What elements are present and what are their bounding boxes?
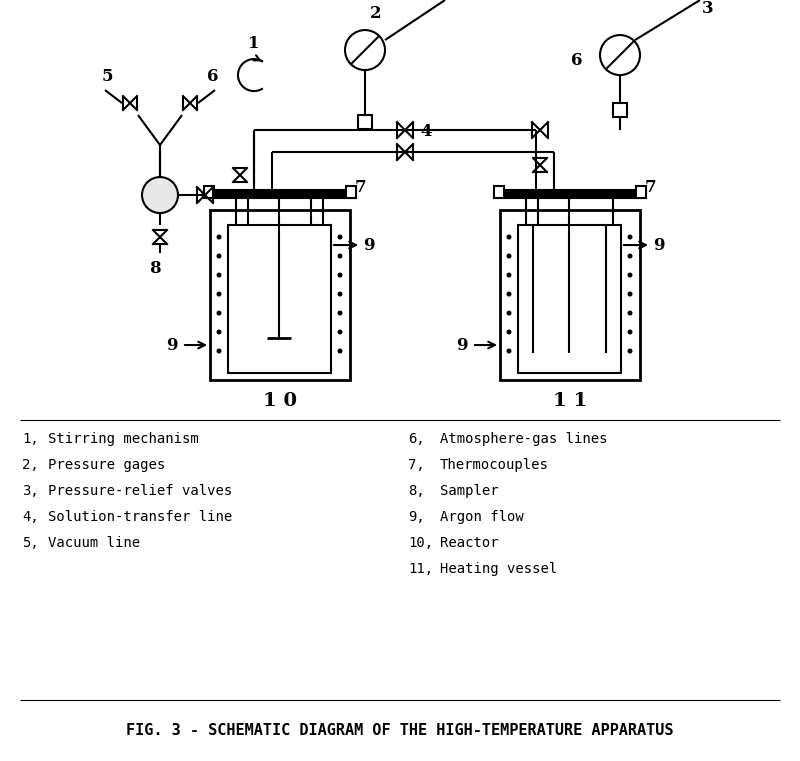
Circle shape [217, 291, 222, 297]
Text: 5: 5 [102, 68, 113, 85]
Circle shape [217, 272, 222, 278]
Text: 9: 9 [457, 336, 468, 354]
Text: Atmosphere-gas lines: Atmosphere-gas lines [440, 432, 607, 446]
Circle shape [338, 310, 342, 316]
Text: 1 0: 1 0 [263, 392, 297, 410]
Text: 9: 9 [363, 237, 374, 253]
Text: 6,: 6, [408, 432, 425, 446]
Text: Sampler: Sampler [440, 484, 498, 498]
Circle shape [338, 330, 342, 335]
Text: Reactor: Reactor [440, 536, 498, 550]
Text: 6: 6 [207, 68, 218, 85]
Text: 1,: 1, [22, 432, 38, 446]
Text: 9: 9 [166, 336, 178, 354]
Circle shape [142, 177, 178, 213]
Bar [613, 103, 627, 117]
Text: Heating vessel: Heating vessel [440, 562, 558, 576]
Text: 6: 6 [570, 52, 582, 68]
Text: 9,: 9, [408, 510, 425, 524]
Circle shape [506, 349, 511, 354]
Circle shape [627, 234, 633, 240]
Bar [204, 190, 356, 198]
Circle shape [338, 272, 342, 278]
Circle shape [506, 330, 511, 335]
Circle shape [627, 291, 633, 297]
Text: Pressure-relief valves: Pressure-relief valves [48, 484, 232, 498]
Text: 10,: 10, [408, 536, 433, 550]
Bar [636, 186, 646, 198]
Text: 8,: 8, [408, 484, 425, 498]
Text: 1: 1 [248, 35, 260, 52]
Bar [518, 225, 621, 373]
Circle shape [506, 272, 511, 278]
Circle shape [338, 253, 342, 259]
Circle shape [627, 272, 633, 278]
Bar [500, 210, 640, 380]
Text: Vacuum line: Vacuum line [48, 536, 140, 550]
Circle shape [627, 253, 633, 259]
Bar [204, 186, 214, 198]
Text: Argon flow: Argon flow [440, 510, 524, 524]
Bar [494, 186, 504, 198]
Circle shape [217, 330, 222, 335]
Circle shape [217, 310, 222, 316]
Text: 5,: 5, [22, 536, 38, 550]
Circle shape [338, 234, 342, 240]
Text: Solution-transfer line: Solution-transfer line [48, 510, 232, 524]
Circle shape [506, 253, 511, 259]
Text: 7: 7 [645, 179, 657, 196]
Circle shape [600, 35, 640, 75]
Text: 7,: 7, [408, 458, 425, 472]
Bar [494, 190, 646, 198]
Text: Thermocouples: Thermocouples [440, 458, 549, 472]
Circle shape [506, 310, 511, 316]
Circle shape [217, 234, 222, 240]
Bar [210, 210, 350, 380]
Circle shape [338, 291, 342, 297]
Text: FIG. 3 - SCHEMATIC DIAGRAM OF THE HIGH-TEMPERATURE APPARATUS: FIG. 3 - SCHEMATIC DIAGRAM OF THE HIGH-T… [126, 722, 674, 737]
Circle shape [627, 330, 633, 335]
Text: 4,: 4, [22, 510, 38, 524]
Text: 1 1: 1 1 [553, 392, 587, 410]
Circle shape [627, 349, 633, 354]
Circle shape [627, 310, 633, 316]
Circle shape [506, 234, 511, 240]
Circle shape [217, 349, 222, 354]
Circle shape [217, 253, 222, 259]
Bar [358, 115, 372, 129]
Text: 11,: 11, [408, 562, 433, 576]
Text: 3,: 3, [22, 484, 38, 498]
Text: 2: 2 [370, 5, 382, 22]
Text: 4: 4 [420, 123, 431, 140]
Text: 3: 3 [702, 0, 714, 17]
Bar [346, 186, 356, 198]
Bar [228, 225, 331, 373]
Text: 8: 8 [149, 260, 161, 277]
Circle shape [506, 291, 511, 297]
Circle shape [345, 30, 385, 70]
Text: 9: 9 [653, 237, 665, 253]
Text: Pressure gages: Pressure gages [48, 458, 166, 472]
Text: 7: 7 [355, 179, 366, 196]
Text: 2,: 2, [22, 458, 38, 472]
Text: Stirring mechanism: Stirring mechanism [48, 432, 198, 446]
Circle shape [338, 349, 342, 354]
